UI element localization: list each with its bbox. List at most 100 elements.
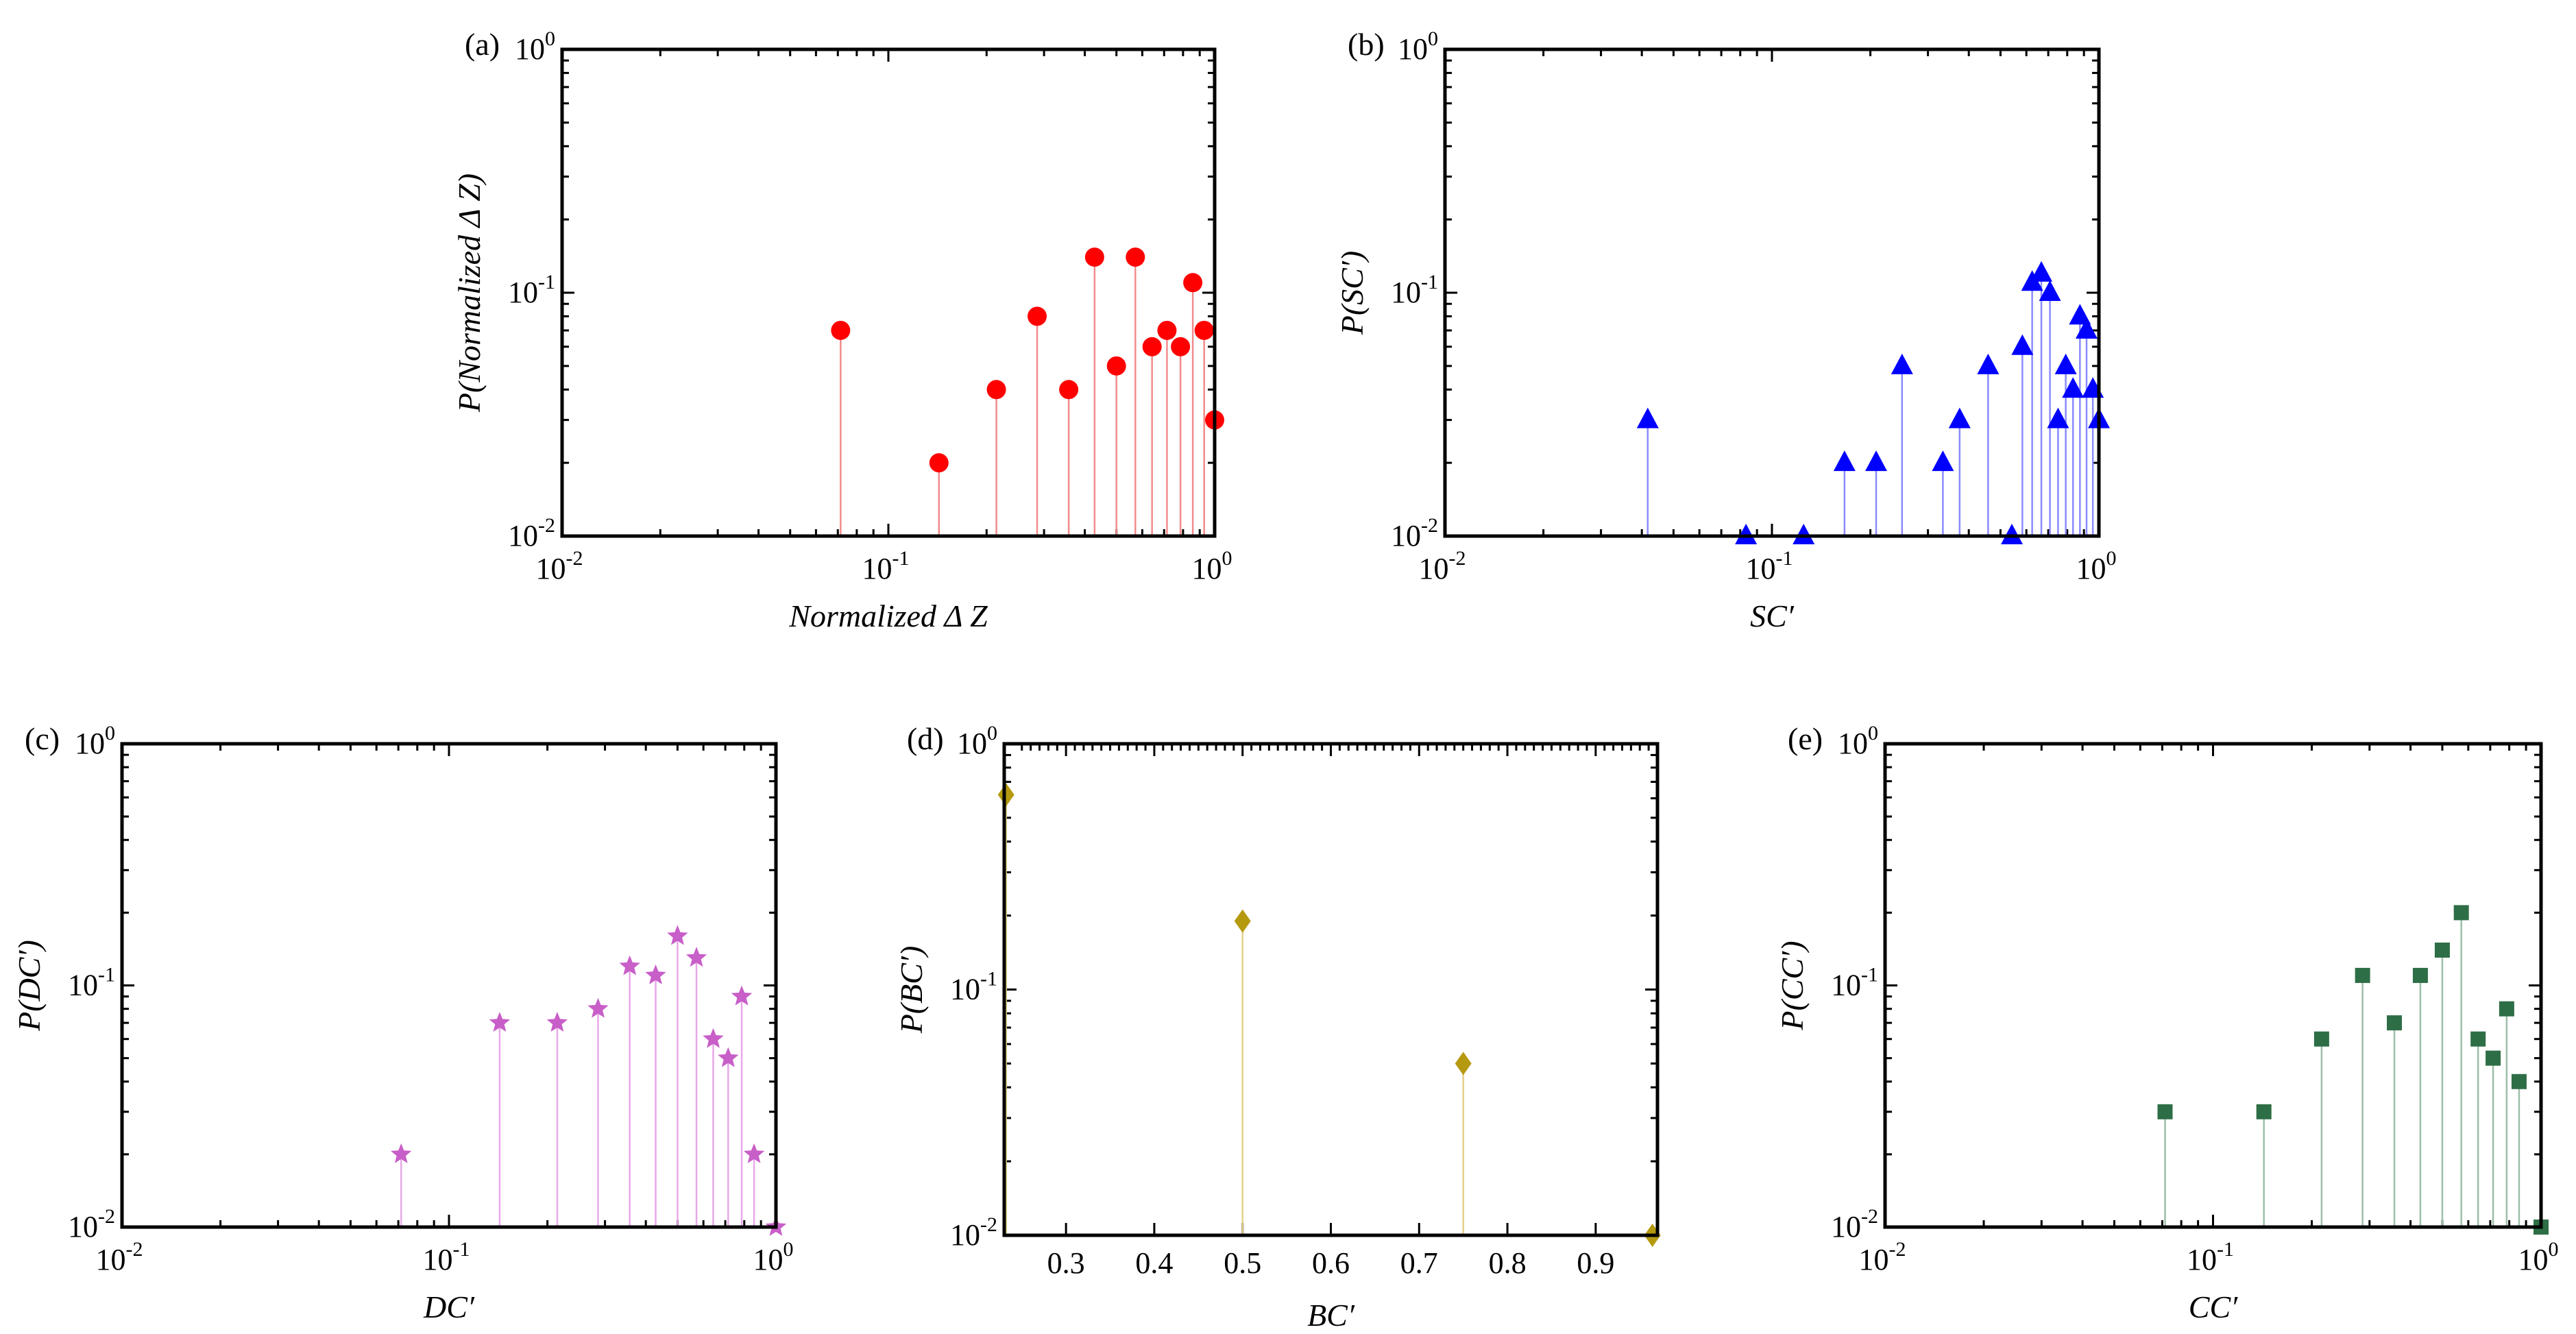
data-point bbox=[2001, 524, 2024, 544]
x-tick-label: 10-2 bbox=[1419, 547, 1466, 585]
tick-base: 10 bbox=[423, 1243, 453, 1276]
x-axis-label: BC′ bbox=[1307, 1298, 1355, 1333]
y-axis-label: P(CC′) bbox=[1775, 941, 1810, 1030]
x-tick-label: 100 bbox=[753, 1238, 794, 1276]
x-tick-label: 100 bbox=[2076, 547, 2117, 585]
y-tick-label: 10-2 bbox=[1391, 514, 1438, 553]
tick-exponent: -1 bbox=[980, 968, 997, 991]
tick-exponent: -2 bbox=[1889, 1238, 1906, 1261]
tick-exponent: -2 bbox=[980, 1213, 997, 1236]
data-point bbox=[546, 1012, 568, 1032]
tick-exponent: -1 bbox=[1861, 964, 1878, 986]
tick-exponent: 0 bbox=[1868, 722, 1878, 744]
data-point bbox=[1157, 320, 1177, 340]
data-point bbox=[1932, 450, 1954, 472]
data-point bbox=[2387, 1015, 2403, 1031]
tick-base: 10 bbox=[1192, 552, 1222, 585]
data-stems bbox=[1647, 273, 2100, 536]
data-point bbox=[667, 925, 688, 945]
data-point bbox=[2047, 407, 2069, 428]
x-tick-label: 0.3 bbox=[1047, 1246, 1085, 1280]
data-point bbox=[1028, 306, 1047, 326]
x-tick-label: 10-1 bbox=[862, 547, 910, 585]
data-point bbox=[2355, 967, 2370, 983]
data-point bbox=[2054, 353, 2077, 374]
tick-exponent: 0 bbox=[545, 27, 555, 50]
tick-base: 10 bbox=[515, 32, 545, 66]
data-point bbox=[2075, 317, 2098, 339]
y-tick-label: 10-2 bbox=[950, 1213, 997, 1252]
y-axis-label: P(Normalized Δ Z) bbox=[452, 173, 487, 413]
tick-exponent: 0 bbox=[1222, 547, 1232, 570]
x-axis-label: SC′ bbox=[1750, 598, 1795, 633]
tick-base: 10 bbox=[536, 552, 566, 585]
data-markers bbox=[391, 925, 787, 1236]
y-tick-label: 10-1 bbox=[1831, 964, 1878, 1002]
panel-label: (e) bbox=[1788, 721, 1823, 756]
data-point bbox=[2030, 260, 2053, 282]
data-point bbox=[1183, 273, 1203, 293]
tick-base: 10 bbox=[2076, 552, 2106, 585]
x-tick-label: 10-2 bbox=[1859, 1238, 1906, 1276]
tick-exponent: 0 bbox=[987, 722, 997, 744]
tick-exponent: 0 bbox=[105, 722, 115, 744]
data-point bbox=[587, 997, 609, 1018]
data-point bbox=[1106, 356, 1126, 376]
data-point bbox=[1948, 407, 1971, 428]
tick-base: 10 bbox=[1419, 552, 1449, 585]
x-tick-label: 0.7 bbox=[1400, 1246, 1438, 1280]
data-point bbox=[391, 1143, 412, 1163]
x-tick-label: 0.9 bbox=[1577, 1246, 1614, 1280]
tick-base: 10 bbox=[950, 973, 980, 1006]
x-tick-label: 0.6 bbox=[1312, 1246, 1350, 1280]
y-axis-label: P(BC′) bbox=[894, 946, 929, 1034]
tick-base: 10 bbox=[1391, 519, 1421, 553]
tick-exponent: -1 bbox=[1776, 547, 1793, 570]
plot-frame bbox=[1443, 47, 2101, 538]
tick-base: 10 bbox=[96, 1243, 126, 1276]
x-axis-label: Normalized Δ Z bbox=[788, 598, 988, 633]
x-axis-label: DC′ bbox=[423, 1289, 475, 1324]
tick-exponent: -1 bbox=[1421, 271, 1438, 293]
tick-exponent: -2 bbox=[1861, 1205, 1878, 1228]
data-point bbox=[986, 380, 1006, 400]
y-tick-label: 10-2 bbox=[1831, 1205, 1878, 1244]
y-tick-label: 10-2 bbox=[68, 1205, 115, 1244]
data-point bbox=[2499, 1001, 2514, 1017]
tick-base: 10 bbox=[1831, 969, 1861, 1002]
data-stems bbox=[1005, 795, 1464, 1235]
data-point bbox=[1171, 337, 1191, 356]
tick-exponent: 0 bbox=[2549, 1238, 2559, 1261]
data-point bbox=[1126, 247, 1145, 267]
x-tick-label: 0.8 bbox=[1489, 1246, 1527, 1280]
data-point bbox=[2011, 334, 2034, 355]
tick-base: 10 bbox=[508, 276, 538, 309]
data-point bbox=[2069, 304, 2091, 325]
panel-label: (b) bbox=[1348, 27, 1385, 62]
data-point bbox=[1865, 450, 1888, 472]
y-tick-label: 100 bbox=[515, 27, 555, 66]
x-tick-label: 10-1 bbox=[1746, 547, 1793, 585]
data-point bbox=[718, 1047, 739, 1067]
data-point bbox=[489, 1012, 511, 1032]
tick-exponent: -2 bbox=[1421, 514, 1438, 537]
data-stems bbox=[400, 936, 755, 1227]
tick-exponent: -1 bbox=[98, 964, 115, 986]
plot-frame bbox=[560, 47, 1217, 538]
tick-base: 10 bbox=[950, 1218, 980, 1252]
data-point bbox=[2434, 942, 2450, 958]
x-tick-label: 100 bbox=[2518, 1238, 2559, 1276]
data-point bbox=[831, 320, 851, 340]
data-point bbox=[929, 453, 949, 473]
data-point bbox=[703, 1028, 724, 1048]
data-point bbox=[2313, 1031, 2329, 1047]
tick-base: 10 bbox=[508, 519, 538, 553]
data-point bbox=[2470, 1031, 2486, 1047]
data-point bbox=[2157, 1104, 2173, 1119]
tick-exponent: -2 bbox=[538, 514, 555, 537]
tick-exponent: -2 bbox=[566, 547, 583, 570]
